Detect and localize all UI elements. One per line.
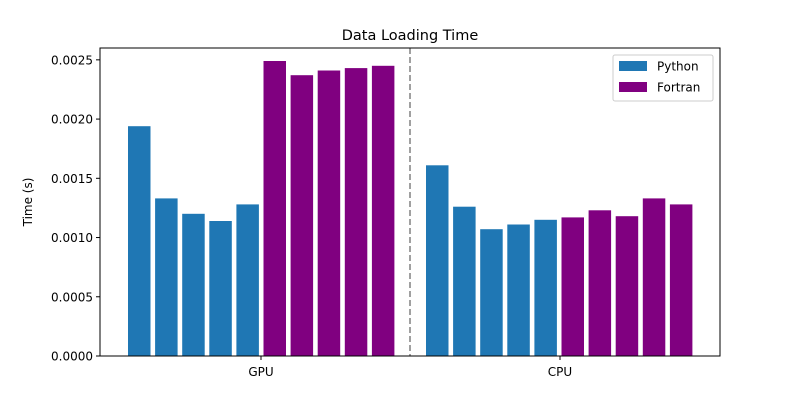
y-axis-title: Time (s) [21, 178, 35, 228]
bar-cpu-python-5 [534, 219, 557, 356]
bar-cpu-python-1 [426, 165, 449, 356]
y-tick-label: 0.0000 [51, 350, 93, 364]
bar-cpu-fortran-3 [615, 216, 639, 356]
y-tick-label: 0.0020 [51, 113, 93, 127]
bar-gpu-fortran-2 [290, 75, 314, 356]
bar-cpu-python-3 [480, 229, 503, 356]
x-tick-label-gpu: GPU [248, 365, 273, 379]
bar-gpu-python-5 [236, 204, 259, 356]
legend-label-fortran: Fortran [657, 81, 700, 95]
bar-gpu-python-3 [182, 213, 205, 356]
bar-gpu-fortran-4 [344, 68, 368, 356]
y-axis: 0.0000 0.0005 0.0010 0.0015 0.0020 0.0025 [51, 53, 100, 364]
legend-swatch-fortran [619, 82, 647, 92]
x-axis: GPU CPU [248, 356, 572, 379]
bar-cpu-fortran-5 [669, 204, 693, 356]
bar-cpu-fortran-1 [561, 217, 584, 356]
bars-layer [128, 61, 693, 357]
bar-gpu-fortran-5 [371, 65, 395, 357]
x-tick-label-cpu: CPU [548, 365, 572, 379]
legend-label-python: Python [657, 60, 699, 74]
bar-cpu-python-2 [453, 206, 476, 356]
bar-gpu-fortran-1 [263, 61, 286, 356]
y-tick-label: 0.0015 [51, 172, 93, 186]
legend: Python Fortran [612, 54, 714, 102]
bar-cpu-python-4 [507, 224, 530, 356]
bar-gpu-python-2 [155, 198, 178, 356]
chart-title: Data Loading Time [342, 28, 479, 44]
legend-swatch-python [619, 61, 647, 71]
plot-frame [99, 47, 721, 357]
bar-cpu-fortran-2 [588, 210, 612, 356]
bar-gpu-python-4 [209, 221, 232, 356]
bar-gpu-python-1 [128, 126, 151, 356]
bar-gpu-fortran-3 [317, 70, 341, 356]
y-tick-label: 0.0005 [51, 290, 93, 304]
y-tick-label: 0.0010 [51, 231, 93, 245]
y-tick-label: 0.0025 [51, 53, 93, 67]
bar-cpu-fortran-4 [642, 198, 666, 356]
